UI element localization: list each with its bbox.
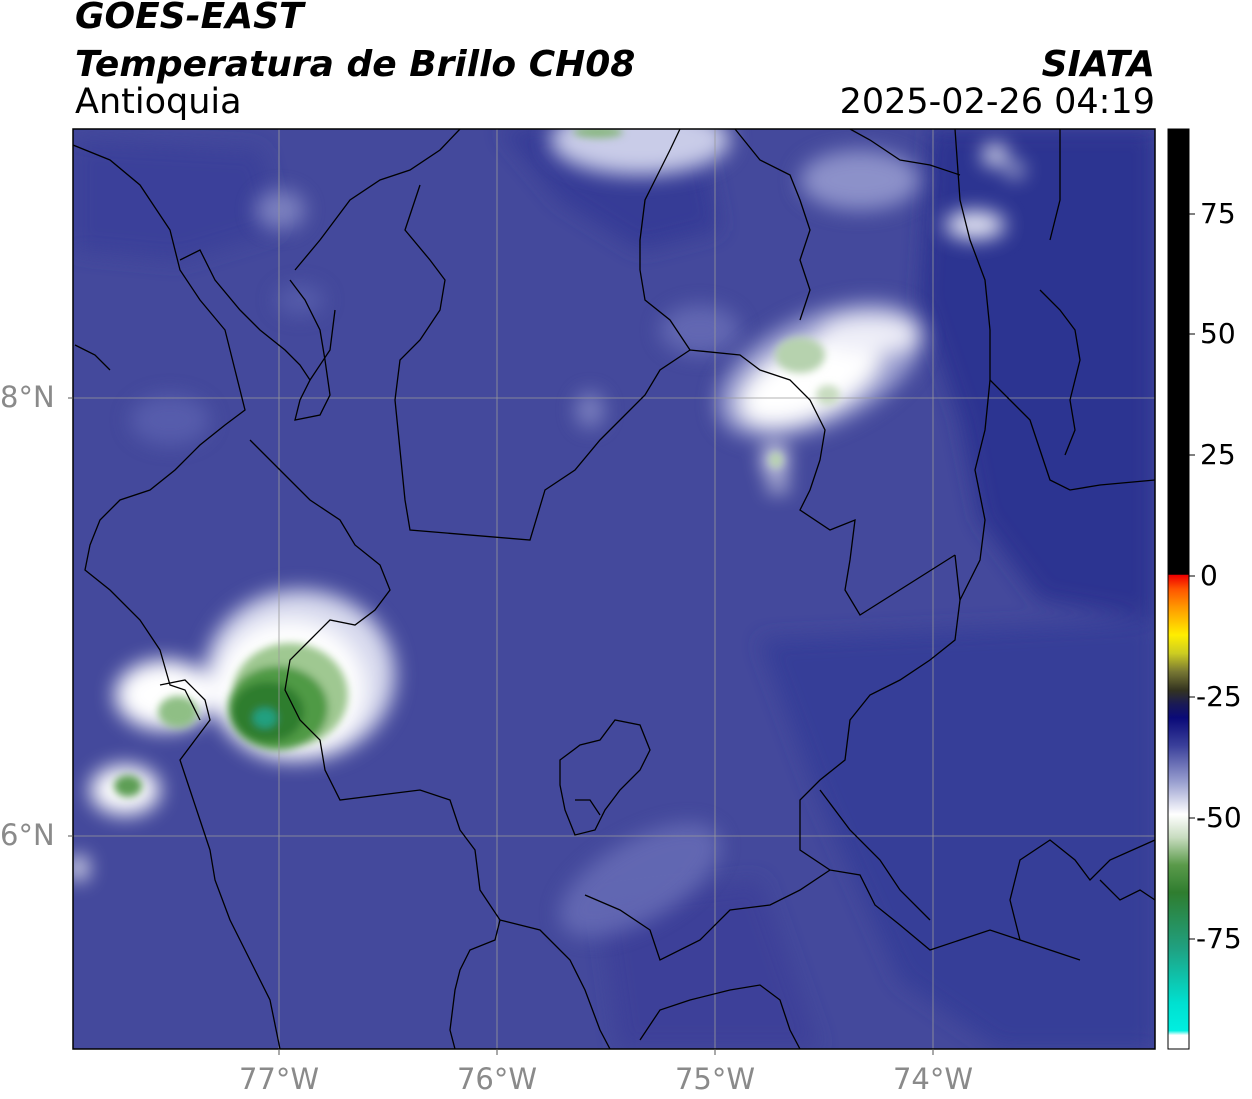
lon-label-75W: 75°W xyxy=(674,1062,756,1096)
satellite-title: GOES-EAST xyxy=(75,0,304,37)
lat-label-8N: 8°N xyxy=(0,380,55,414)
lon-label-76W: 76°W xyxy=(456,1062,538,1096)
brightness-temperature-field xyxy=(73,129,1155,1049)
colorbar-tick-minus25: -25 xyxy=(1196,680,1242,713)
axis-ticks xyxy=(68,397,934,1055)
colorbar-tick-0: 0 xyxy=(1200,559,1218,592)
datetime-label: 2025-02-26 04:19 xyxy=(839,82,1155,122)
colorbar-tick-75: 75 xyxy=(1200,197,1236,230)
graticule xyxy=(73,129,1155,1049)
colorbar-tick-50: 50 xyxy=(1200,317,1236,350)
lon-label-74W: 74°W xyxy=(892,1062,974,1096)
product-title: Temperatura de Brillo CH08 xyxy=(75,44,636,85)
colorbar-tick-minus75: -75 xyxy=(1196,922,1242,955)
colorbar-tick-minus50: -50 xyxy=(1196,801,1242,834)
map-frame xyxy=(72,128,1156,1050)
organization-label: SIATA xyxy=(1041,44,1155,85)
colorbar xyxy=(1167,128,1195,1050)
region-label: Antioquia xyxy=(75,82,242,122)
boundaries xyxy=(73,129,1155,1049)
lon-label-77W: 77°W xyxy=(238,1062,320,1096)
colorbar-tick-25: 25 xyxy=(1200,438,1236,471)
lat-label-6N: 6°N xyxy=(0,818,55,852)
